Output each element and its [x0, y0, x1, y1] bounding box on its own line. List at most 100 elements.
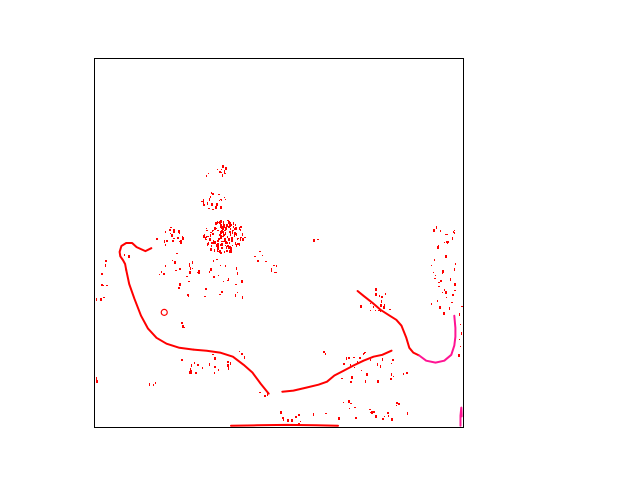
cluster-3-point [208, 208, 210, 209]
scatter-point-27 [461, 332, 462, 335]
cluster-1-point [240, 238, 241, 241]
scatter-point-34 [219, 294, 221, 295]
scatter-point-32 [264, 395, 266, 397]
cluster-12-point [300, 421, 301, 422]
cluster-9-point [437, 300, 438, 302]
cluster-1-point [242, 238, 244, 241]
cluster-5-point [209, 271, 210, 273]
cluster-8-point [389, 309, 391, 310]
cluster-1-point [220, 235, 222, 237]
cluster-13-point [271, 268, 272, 271]
cluster-1-point [217, 222, 219, 223]
cluster-9-point [449, 307, 450, 310]
cluster-6-point [190, 370, 192, 372]
cluster-1-point [224, 238, 226, 241]
cluster-7-point [353, 357, 355, 358]
cluster-5-point [205, 288, 207, 290]
cluster-11-point [396, 405, 397, 406]
cluster-5-point [178, 287, 180, 289]
cluster-1-point [236, 244, 237, 247]
scatter-point-17 [225, 167, 227, 170]
circle-marker [160, 308, 168, 316]
scatter-point-3 [103, 297, 105, 298]
cluster-1-point [224, 230, 226, 231]
cluster-9-point [438, 282, 440, 283]
cluster-1-point [213, 242, 214, 244]
cluster-8-point [380, 310, 381, 312]
cluster-4-point [225, 173, 226, 174]
cluster-1-point [225, 227, 227, 230]
cluster-7-point [403, 373, 404, 375]
cluster-8-point [380, 304, 382, 307]
cluster-1-point [217, 240, 219, 242]
cluster-11-point [398, 403, 400, 405]
cluster-11-point [373, 411, 375, 413]
cluster-1-point [228, 246, 229, 249]
cluster-7-point [377, 363, 378, 366]
scatter-point-25 [460, 346, 461, 347]
cluster-15-point [103, 285, 104, 286]
cluster-1-point [215, 222, 217, 225]
cluster-9-point [454, 268, 455, 269]
cluster-11-point [350, 403, 352, 404]
scatter-point-5 [96, 377, 97, 380]
cluster-6-point [214, 372, 215, 374]
cluster-3-point [212, 209, 214, 210]
cluster-15-point [101, 284, 103, 286]
scatter-point-4 [96, 380, 98, 383]
cluster-1-point [211, 243, 213, 244]
cluster-1-point [221, 227, 222, 228]
cluster-2-point [179, 241, 180, 242]
scatter-point-44 [176, 253, 178, 254]
cluster-2-point [173, 229, 175, 230]
scatter-point-18 [222, 165, 224, 168]
cluster-1-point [203, 235, 205, 238]
cluster-8-point [379, 295, 380, 297]
cluster-2-point [164, 240, 165, 243]
cluster-11-point [387, 412, 389, 414]
cluster-16-point [262, 255, 263, 256]
scatter-point-50 [128, 255, 130, 258]
cluster-1-point [230, 233, 231, 236]
scatter-point-28 [460, 324, 461, 325]
cluster-1-point [232, 231, 233, 234]
cluster-5-point [204, 296, 206, 297]
cluster-5-point [179, 268, 181, 270]
scatter-point-21 [433, 229, 435, 232]
cluster-1-point [231, 237, 233, 240]
cluster-4-point [224, 170, 225, 173]
cluster-3-point [212, 193, 214, 195]
cluster-10-point [454, 232, 455, 234]
cluster-9-point [445, 255, 447, 258]
cluster-16-point [257, 260, 259, 262]
cluster-7-point [354, 367, 355, 368]
cluster-1-point [205, 239, 207, 240]
cluster-2-point [173, 230, 175, 233]
cluster-1-point [234, 235, 235, 237]
cluster-11-point [343, 402, 344, 403]
scatter-point-31 [259, 392, 261, 393]
cluster-6-point [190, 372, 192, 374]
cluster-6-point [209, 363, 210, 366]
cluster-11-point [348, 400, 350, 403]
cluster-7-point [393, 376, 394, 377]
scatter-point-24 [458, 354, 460, 357]
scatter-point-19 [206, 175, 207, 177]
cluster-3-point [224, 197, 225, 198]
cluster-11-point [396, 402, 398, 404]
cluster-1-point [227, 220, 229, 221]
cluster-5-point [223, 281, 224, 282]
cluster-7-point [350, 381, 352, 383]
curve-1 [118, 242, 153, 271]
cluster-1-point [219, 250, 221, 253]
cluster-8-point [381, 296, 383, 298]
cluster-5-point [175, 270, 177, 271]
cluster-11-point [371, 411, 373, 414]
cluster-1-point [206, 236, 207, 237]
cluster-8-point [373, 306, 374, 308]
cluster-6-point [227, 361, 229, 363]
cluster-10-point [453, 231, 454, 233]
cluster-9-point [440, 280, 442, 282]
cluster-2-point [156, 238, 158, 240]
